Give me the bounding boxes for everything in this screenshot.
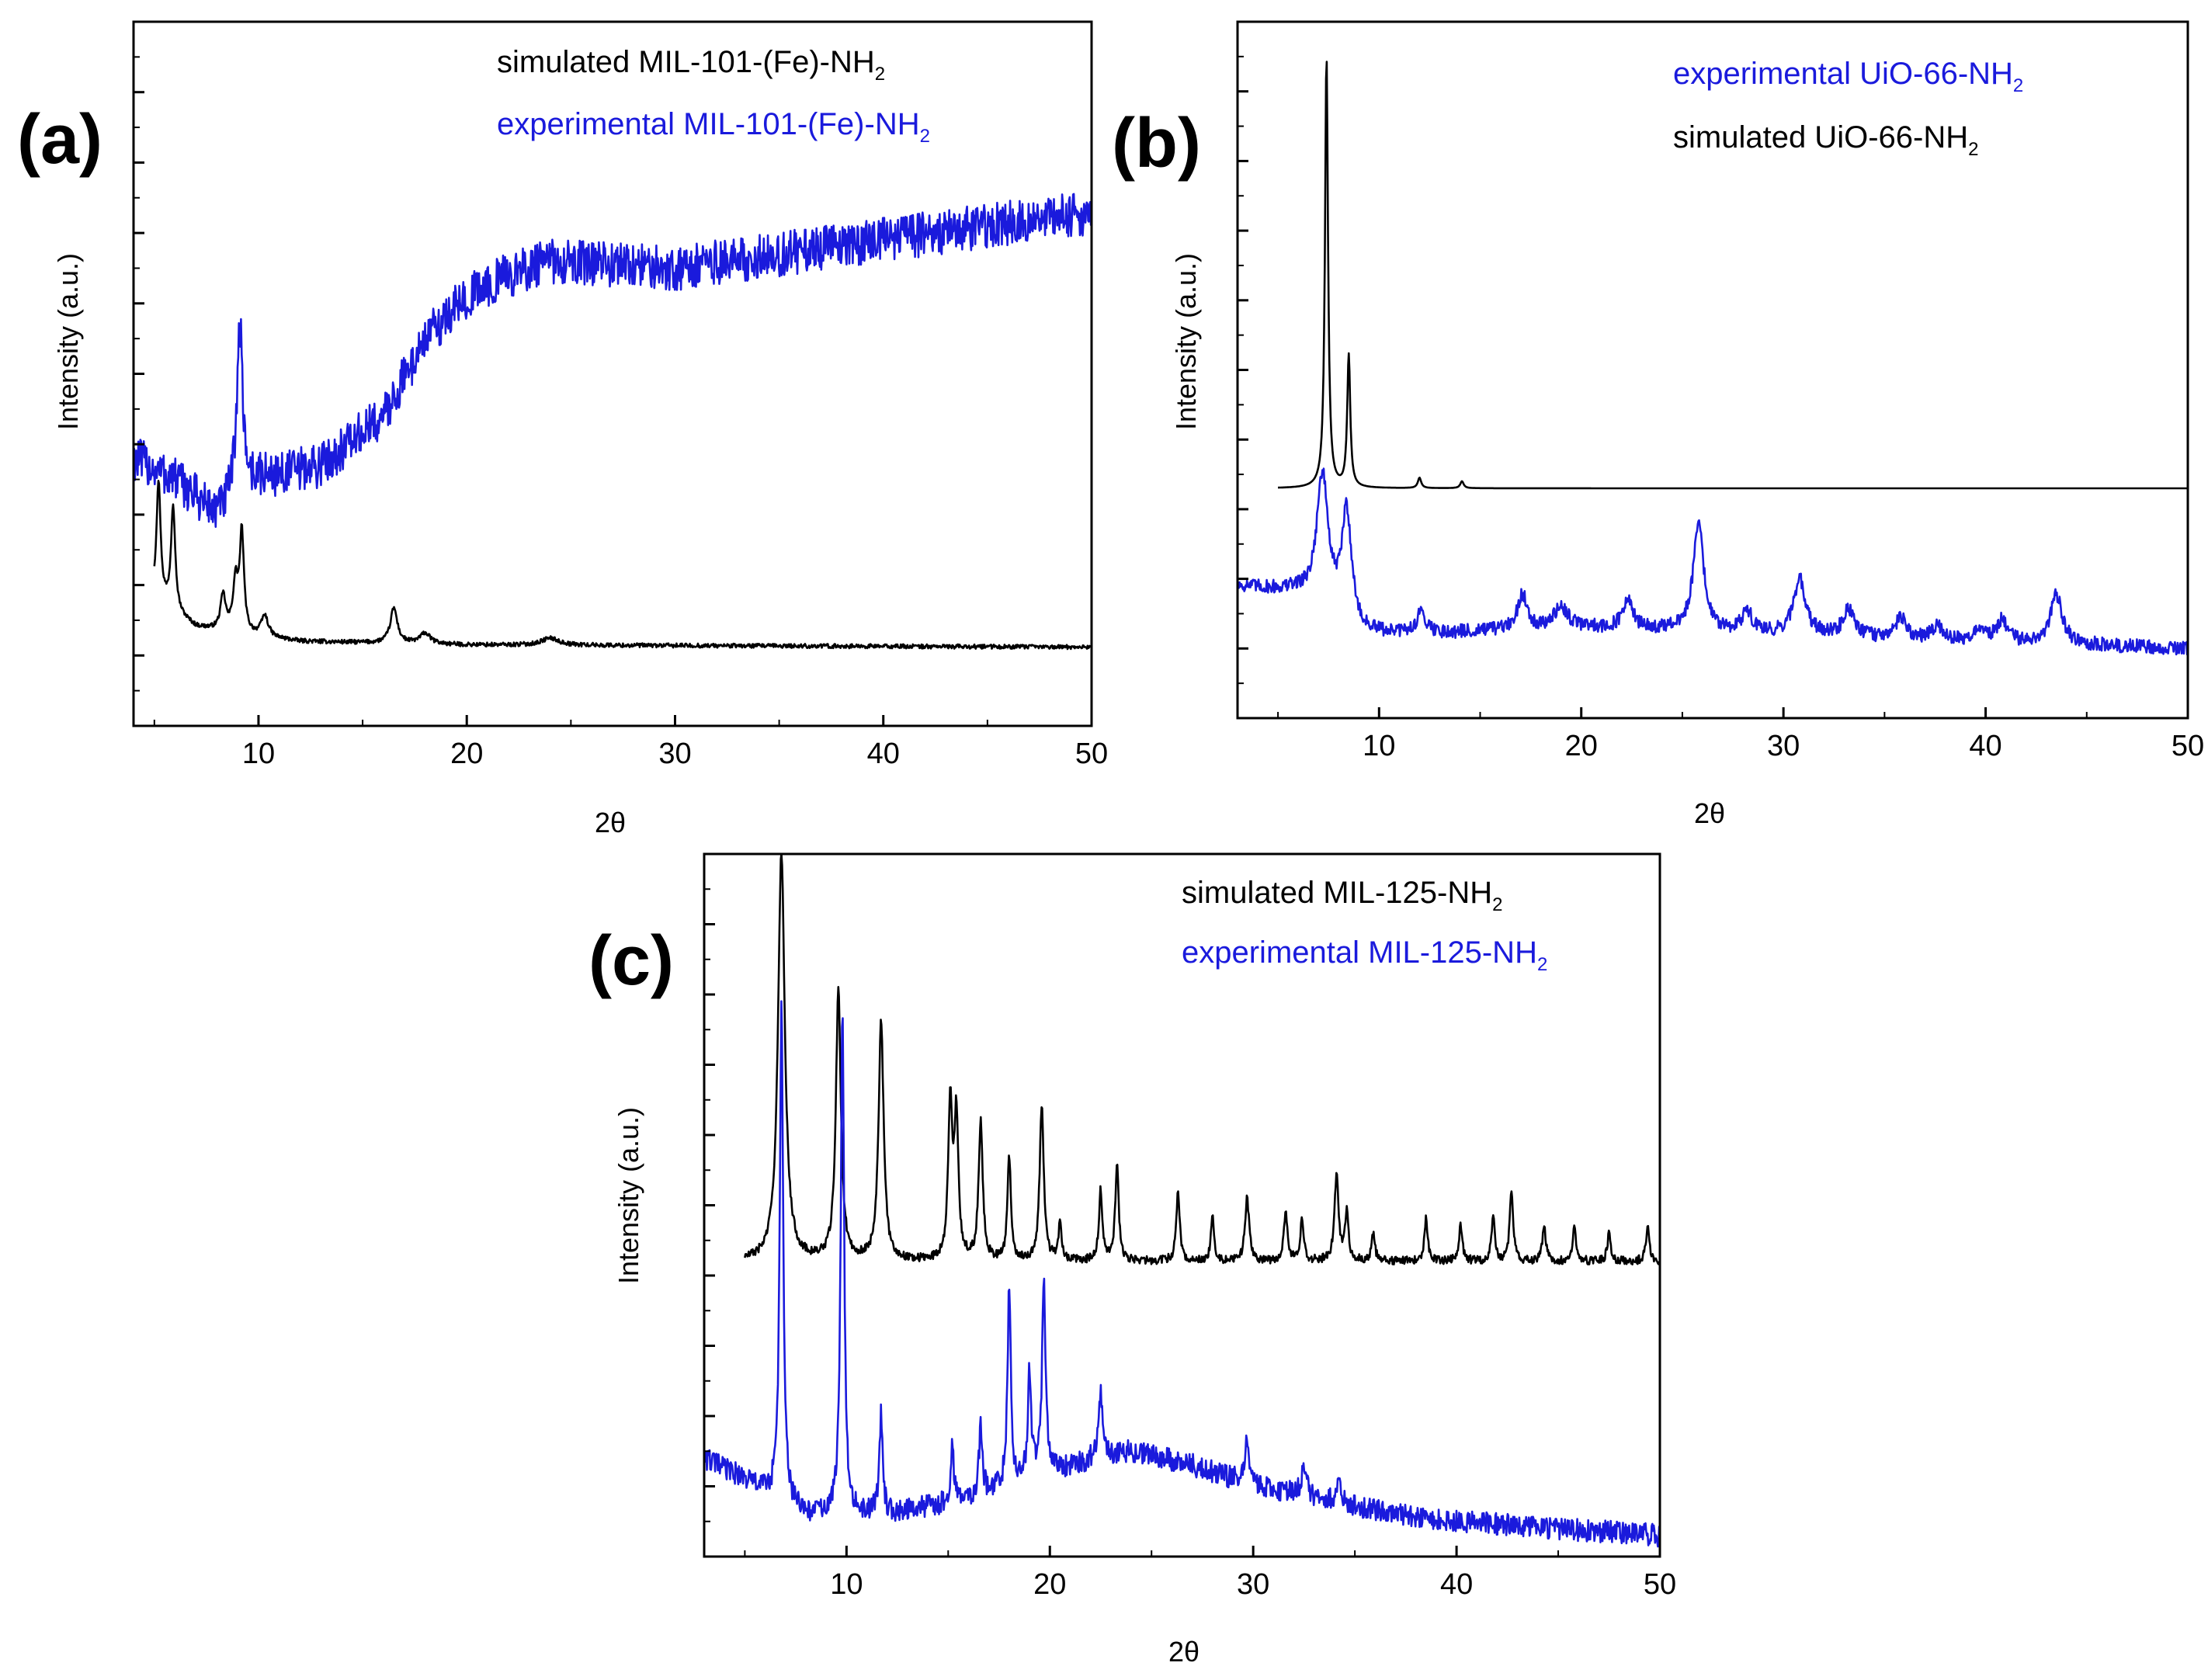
legend-sub-a-1: 2 [875, 64, 885, 85]
y-axis-label-b: Intensity (a.u.) [1170, 253, 1202, 430]
panel-label-b: (b) [1112, 105, 1201, 182]
legend-text-c-2: experimental MIL-125-NH [1182, 935, 1537, 970]
x-tick-label-c-30: 30 [1237, 1568, 1269, 1601]
panel-label-c: (c) [588, 922, 674, 1000]
x-tick-label-a-30: 30 [658, 738, 691, 770]
legend-entry-a-2: experimental MIL-101-(Fe)-NH2 [497, 107, 930, 147]
x-tick-label-a-20: 20 [450, 738, 483, 770]
legend-entry-b-1: experimental UiO-66-NH2 [1673, 57, 2023, 96]
legend-sub-b-1: 2 [2013, 75, 2023, 96]
legend-entry-c-1: simulated MIL-125-NH2 [1182, 876, 1503, 915]
y-axis-label-a: Intensity (a.u.) [52, 253, 84, 430]
series-line-c-1 [744, 852, 1661, 1265]
legend-entry-b-2: simulated UiO-66-NH2 [1673, 120, 1978, 160]
legend-sub-a-2: 2 [920, 126, 930, 147]
panel-label-a: (a) [17, 101, 102, 179]
x-axis-label-b: 2θ [1694, 797, 1725, 829]
legend-sub-c-2: 2 [1537, 954, 1547, 975]
x-tick-label-b-10: 10 [1363, 730, 1395, 762]
legend-text-b-1: experimental UiO-66-NH [1673, 57, 2013, 91]
ticks-a: 10 20 30 40 50 [134, 56, 1108, 770]
series-layer-c [703, 852, 1661, 1548]
x-tick-label-b-20: 20 [1565, 730, 1598, 762]
x-tick-label-b-30: 30 [1767, 730, 1800, 762]
series-line-c-2 [703, 1000, 1661, 1548]
series-line-b-1 [1277, 61, 2189, 490]
x-tick-label-b-50: 50 [2172, 730, 2204, 762]
panel-b: (b) 10 20 30 40 50 Intensity (a.u.) 2θ exper… [1112, 20, 2204, 829]
legend-sub-b-2: 2 [1968, 139, 1978, 160]
x-axis-label-a: 2θ [595, 807, 626, 838]
series-layer-a [132, 193, 1093, 651]
x-tick-label-a-40: 40 [867, 738, 900, 770]
legend-text-c-1: simulated MIL-125-NH [1182, 876, 1492, 910]
series-layer-b [1236, 61, 2189, 656]
legend-entry-a-1: simulated MIL-101-(Fe)-NH2 [497, 45, 885, 85]
x-axis-label-c: 2θ [1168, 1636, 1199, 1668]
legend-text-b-2: simulated UiO-66-NH [1673, 120, 1968, 154]
x-tick-label-a-10: 10 [242, 738, 275, 770]
ticks-b: 10 20 30 40 50 [1238, 55, 2204, 762]
x-tick-label-c-10: 10 [830, 1568, 863, 1601]
series-line-a-2 [132, 193, 1093, 528]
legend-text-a-1: simulated MIL-101-(Fe)-NH [497, 45, 875, 79]
x-tick-label-c-50: 50 [1644, 1568, 1676, 1601]
panel-a: (a) 10 20 30 40 50 Intensity (a.u.) 2θ simul… [17, 20, 1108, 838]
x-tick-label-b-40: 40 [1969, 730, 2001, 762]
x-tick-label-a-50: 50 [1075, 738, 1108, 770]
legend-text-a-2: experimental MIL-101-(Fe)-NH [497, 107, 920, 141]
series-line-a-1 [153, 480, 1093, 651]
legend-entry-c-2: experimental MIL-125-NH2 [1182, 935, 1547, 975]
panel-c: (c) 10 20 30 40 50 Intensity (a.u.) 2θ simul… [588, 852, 1676, 1668]
y-axis-label-c: Intensity (a.u.) [613, 1107, 644, 1284]
legend-sub-c-1: 2 [1492, 894, 1502, 915]
ticks-c: 10 20 30 40 50 [704, 888, 1676, 1601]
x-tick-label-c-20: 20 [1033, 1568, 1066, 1601]
x-tick-label-c-40: 40 [1440, 1568, 1473, 1601]
series-line-b-2 [1236, 467, 2189, 656]
